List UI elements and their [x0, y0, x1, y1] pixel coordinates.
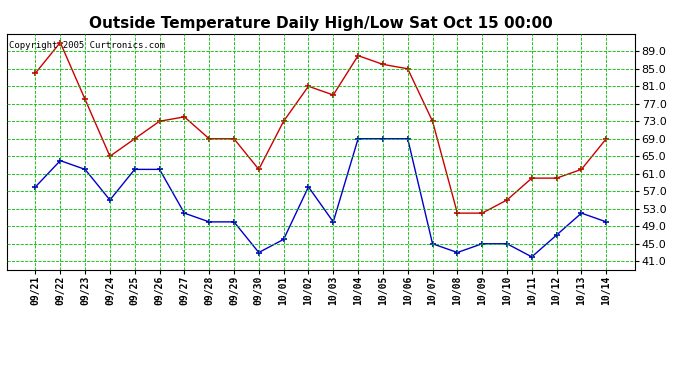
Title: Outside Temperature Daily High/Low Sat Oct 15 00:00: Outside Temperature Daily High/Low Sat O…: [89, 16, 553, 31]
Text: Copyright 2005 Curtronics.com: Copyright 2005 Curtronics.com: [9, 41, 165, 50]
